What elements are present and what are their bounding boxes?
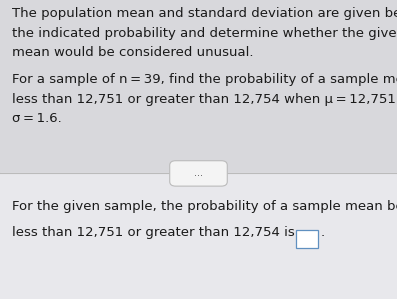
Text: the indicated probability and determine whether the given s: the indicated probability and determine … <box>12 27 397 40</box>
Text: less than 12,751 or greater than 12,754 when μ = 12,751 a: less than 12,751 or greater than 12,754 … <box>12 93 397 106</box>
Text: .: . <box>321 226 325 239</box>
Text: mean would be considered unusual.: mean would be considered unusual. <box>12 46 253 59</box>
FancyBboxPatch shape <box>296 230 318 248</box>
FancyBboxPatch shape <box>170 161 227 186</box>
Text: σ = 1.6.: σ = 1.6. <box>12 112 62 125</box>
Text: For a sample of n = 39, find the probability of a sample mea: For a sample of n = 39, find the probabi… <box>12 73 397 86</box>
Text: ...: ... <box>194 168 203 179</box>
Text: For the given sample, the probability of a sample mean bei: For the given sample, the probability of… <box>12 200 397 213</box>
Text: The population mean and standard deviation are given bel: The population mean and standard deviati… <box>12 7 397 20</box>
Text: less than 12,751 or greater than 12,754 is: less than 12,751 or greater than 12,754 … <box>12 226 299 239</box>
Bar <box>0 173 397 299</box>
